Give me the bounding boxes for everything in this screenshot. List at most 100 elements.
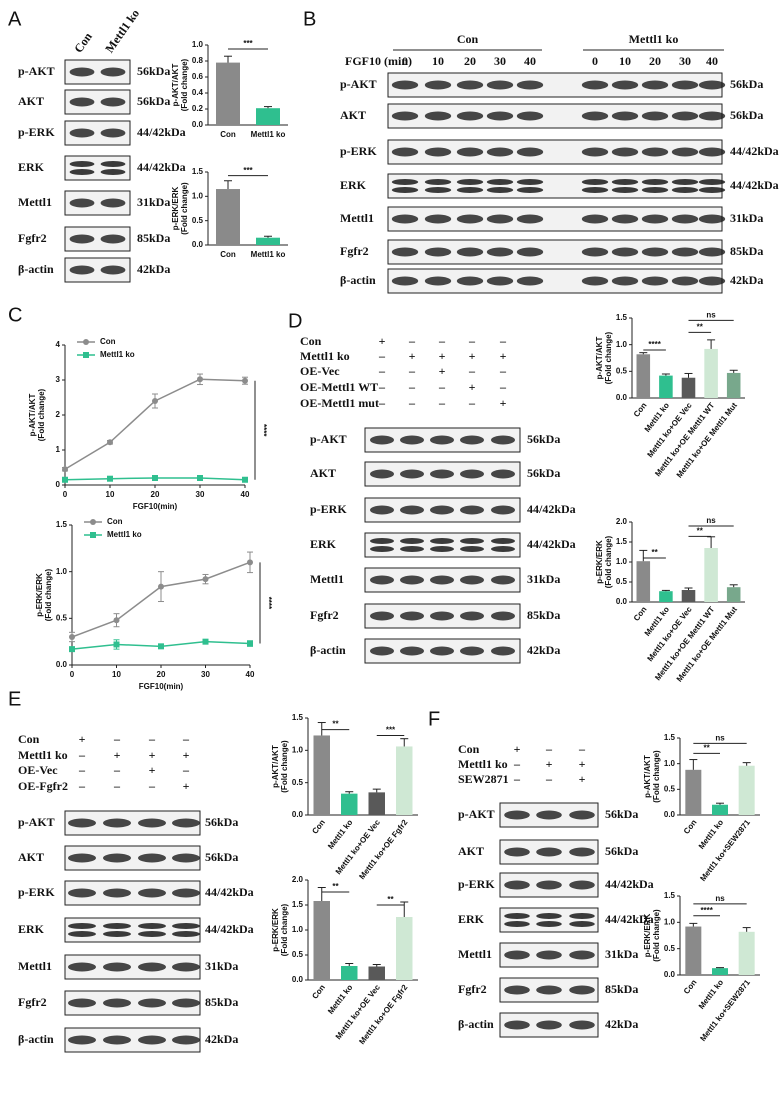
blot-size: 44/42kDa — [137, 160, 186, 174]
blot-row-name: ERK — [458, 912, 485, 926]
y-tick-label: 1.0 — [192, 40, 204, 49]
condition-sign: – — [513, 757, 521, 771]
blot-strip — [499, 907, 599, 933]
condition-sign: – — [378, 396, 386, 410]
band — [391, 247, 419, 257]
lane-label: Mettl1 ko — [102, 7, 142, 56]
y-tick-label: 0.0 — [664, 970, 676, 979]
band — [641, 214, 669, 224]
band — [504, 985, 530, 995]
band — [456, 179, 484, 185]
y-label: p-ERK/ERK — [35, 573, 44, 617]
point — [242, 377, 248, 384]
band — [569, 880, 595, 890]
y-label: p-ERK/ERK — [643, 914, 652, 958]
bar — [712, 804, 728, 815]
band — [424, 247, 452, 257]
blot-row-name: p-AKT — [340, 77, 377, 91]
band — [100, 265, 126, 275]
point — [69, 646, 75, 653]
condition-sign: – — [499, 364, 507, 378]
condition-sign: – — [113, 732, 121, 746]
condition-sign: + — [514, 742, 521, 756]
band — [391, 214, 419, 224]
panel-label: D — [288, 310, 302, 332]
blot-size: 56kDa — [730, 77, 763, 91]
blot-size: 85kDa — [605, 982, 638, 996]
point — [62, 466, 68, 473]
band — [641, 80, 669, 90]
band — [611, 80, 639, 90]
condition-name: Con — [458, 742, 480, 756]
blot-row-name: β-actin — [340, 273, 376, 287]
bar — [216, 62, 240, 125]
y-sublabel: (Fold change) — [604, 331, 613, 384]
sig-label: ** — [387, 895, 394, 904]
condition-sign: + — [579, 772, 586, 786]
bar — [738, 931, 755, 975]
y-tick-label: 0 — [56, 480, 61, 489]
condition-sign: – — [113, 779, 121, 793]
condition-sign: – — [182, 763, 190, 777]
series-line — [64, 378, 246, 470]
condition-sign: – — [408, 334, 416, 348]
blot-size: 44/42kDa — [730, 178, 779, 192]
sig-label: *** — [243, 166, 253, 175]
blot-row-name: Mettl1 — [18, 195, 52, 209]
y-tick-label: 0.0 — [616, 597, 628, 606]
band — [460, 505, 484, 515]
band — [400, 611, 424, 621]
band — [581, 214, 609, 224]
band — [69, 128, 95, 138]
band — [491, 611, 515, 621]
band — [172, 888, 200, 898]
band — [671, 187, 699, 193]
band — [569, 810, 595, 820]
x-tick-label: 40 — [241, 490, 250, 499]
sig-label: ** — [332, 720, 339, 729]
point — [113, 641, 120, 648]
condition-name: OE-Vec — [18, 763, 58, 777]
point — [247, 559, 253, 566]
band — [370, 469, 394, 479]
band — [504, 847, 530, 857]
band — [516, 80, 544, 90]
condition-name: Con — [300, 334, 322, 348]
blot-row-name: ERK — [310, 537, 337, 551]
band — [460, 469, 484, 479]
y-tick-label: 0.0 — [664, 810, 676, 819]
category-label: Con — [310, 818, 327, 836]
condition-sign: – — [513, 772, 521, 786]
band — [671, 179, 699, 185]
band — [391, 111, 419, 121]
blot-row-name: p-ERK — [340, 144, 377, 158]
band — [641, 147, 669, 157]
category-label: Mettl1 ko+OE Fgfr2 — [357, 818, 409, 882]
point — [113, 617, 120, 624]
sig-label: *** — [243, 39, 253, 48]
category-label: Mettl1 ko — [326, 818, 355, 851]
band — [698, 276, 726, 286]
y-tick-label: 0.5 — [56, 613, 68, 622]
band — [486, 214, 514, 224]
time: 0 — [402, 54, 408, 68]
legend-marker — [90, 519, 96, 525]
blot-size: 56kDa — [137, 64, 170, 78]
point — [242, 476, 248, 483]
y-tick-label: 0.0 — [192, 240, 204, 249]
category-label: Mettl1 ko+OE Fgfr2 — [357, 983, 409, 1047]
band — [68, 998, 96, 1008]
bar — [681, 377, 696, 398]
band — [100, 67, 126, 77]
y-tick-label: 0.0 — [292, 975, 304, 984]
band — [569, 1020, 595, 1030]
condition-sign: + — [500, 349, 507, 363]
y-tick-label: 4 — [56, 340, 61, 349]
blot-row-name: AKT — [18, 850, 44, 864]
group-label: Con — [457, 32, 479, 46]
point — [69, 634, 75, 640]
y-tick-label: 0.0 — [616, 393, 628, 402]
blot-row-name: Mettl1 — [458, 947, 492, 961]
condition-sign: + — [379, 334, 386, 348]
blot-size: 56kDa — [605, 807, 638, 821]
